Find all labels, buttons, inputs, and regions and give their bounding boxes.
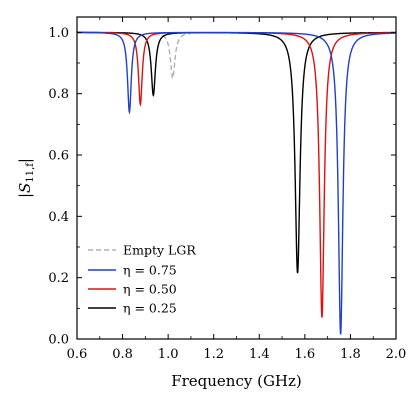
legend-label: Empty LGR — [123, 243, 196, 258]
y-tick-label: 1.0 — [48, 26, 69, 41]
y-axis-label-main: |S — [16, 183, 34, 198]
y-tick-label: 0.4 — [48, 210, 69, 225]
x-axis-label: Frequency (GHz) — [171, 372, 302, 390]
y-tick-label: 0.0 — [48, 333, 69, 348]
y-tick-label: 0.2 — [48, 271, 69, 286]
y-axis-label-subscript: 11,f — [25, 162, 36, 183]
y-tick-label: 0.6 — [48, 149, 69, 164]
y-axis-label-close: | — [16, 158, 34, 163]
tick-labels: 0.6 0.8 1.0 1.2 1.4 1.6 1.8 2.0 0.0 0.2 0.4 0.6 0.8 1… — [48, 26, 406, 362]
series-line — [154, 32, 191, 80]
x-tick-label: 1.4 — [249, 347, 270, 362]
axis-ticks — [76, 17, 397, 340]
x-tick-label: 1.8 — [340, 347, 361, 362]
legend: Empty LGR η = 0.75 η = 0.50 η = 0.25 — [88, 243, 196, 316]
y-tick-label: 0.8 — [48, 87, 69, 102]
y-axis-label: |S11,f| — [16, 158, 36, 198]
x-tick-label: 0.6 — [67, 347, 88, 362]
x-tick-label: 2.0 — [386, 347, 407, 362]
legend-label: η = 0.25 — [123, 301, 177, 316]
series-line — [77, 31, 397, 335]
x-tick-label: 1.6 — [295, 347, 316, 362]
legend-label: η = 0.50 — [123, 282, 177, 297]
plot-lines — [77, 31, 397, 335]
x-tick-label: 1.0 — [158, 347, 179, 362]
x-tick-label: 1.2 — [203, 347, 224, 362]
legend-label: η = 0.75 — [123, 263, 177, 278]
x-tick-label: 0.8 — [112, 347, 133, 362]
